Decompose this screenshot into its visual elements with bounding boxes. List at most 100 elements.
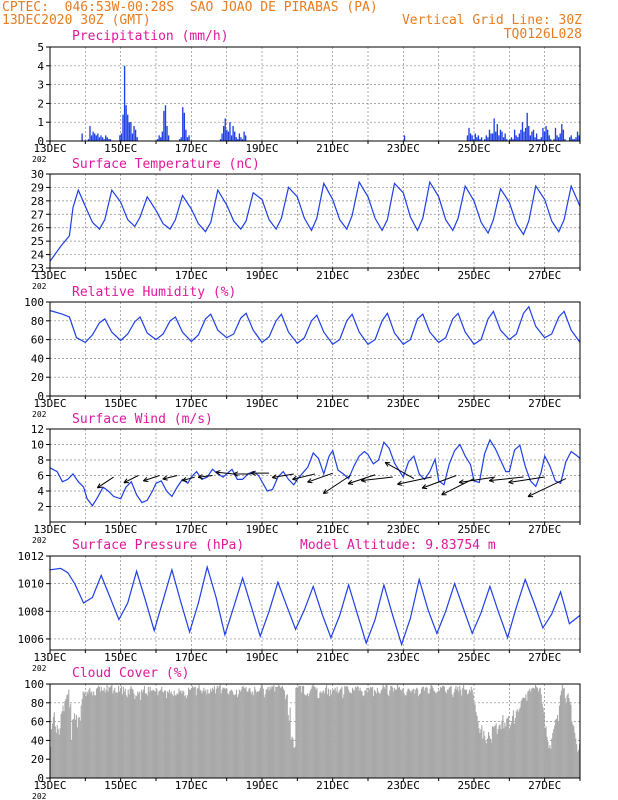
cloud-bar: [179, 691, 181, 778]
cloud-bar: [424, 687, 426, 778]
cloud-bar: [343, 694, 345, 778]
cloud-bar: [83, 693, 85, 778]
cloud-bar: [355, 687, 357, 778]
cloud-bar: [172, 696, 174, 778]
cloud-bar: [130, 685, 132, 778]
cloud-bar: [486, 743, 488, 778]
cloud-bar: [138, 693, 140, 778]
cloud-bar: [291, 736, 293, 778]
cloud-bar: [128, 694, 130, 778]
precip-bar: [539, 139, 541, 141]
cloud-bar: [368, 687, 370, 778]
precip-bar: [529, 135, 532, 141]
grid-line-note: Vertical Grid Line: 30Z: [401, 13, 582, 28]
y-tick-label: 2: [37, 501, 44, 514]
x-tick-label: 25DEC: [457, 523, 490, 536]
precip-bar: [550, 139, 552, 141]
cloud-bar: [273, 684, 275, 778]
cloud-bar: [74, 719, 77, 778]
cloud-bar: [377, 691, 379, 778]
wind-arrow: [292, 473, 316, 481]
wind-arrow-shaft: [292, 473, 316, 480]
cloud-bar: [351, 687, 354, 778]
cloud-bar: [540, 694, 542, 778]
x-tick-label: 27DEC: [528, 142, 561, 155]
cloud-bar: [85, 696, 87, 778]
y-tick-label: 40: [31, 352, 44, 365]
precip-bar: [182, 107, 184, 141]
precip-bar: [471, 135, 473, 141]
x-tick-label: 23DEC: [387, 269, 420, 282]
cloud-bar: [77, 717, 79, 778]
cloud-bar: [459, 685, 461, 778]
cloud-bar: [176, 693, 178, 778]
panel-frame: [49, 683, 581, 779]
cloud-bar: [93, 691, 95, 778]
y-tick-label: 12: [31, 423, 44, 436]
cloud-bar: [569, 701, 571, 778]
precip-bar: [122, 114, 124, 141]
precip-bar: [493, 118, 495, 141]
cloud-bar: [575, 738, 577, 778]
cloud-bar: [464, 689, 466, 778]
x-tick-label: 21DEC: [316, 523, 349, 536]
cloud-bar: [256, 692, 258, 778]
cloud-bar: [255, 689, 257, 778]
cloud-bar: [350, 693, 353, 778]
cloud-bar: [393, 691, 395, 778]
cloud-bar: [385, 684, 387, 778]
wind-arrow-head: [397, 480, 402, 485]
cloud-bar: [480, 729, 482, 778]
x-tick-label: 21DEC: [316, 142, 349, 155]
precip-bar: [557, 137, 560, 141]
x-sublabel: 202: [32, 792, 47, 800]
cloud-bar: [146, 695, 148, 778]
precip-bar: [108, 139, 110, 141]
precip-bar: [163, 110, 165, 141]
cloud-bar: [280, 686, 283, 778]
cloud-bar: [222, 687, 224, 778]
cloud-bar: [511, 715, 514, 778]
cloud-bar: [115, 692, 117, 778]
x-tick-label: 25DEC: [457, 779, 490, 792]
cloud-bar: [82, 691, 84, 778]
cloud-bar: [241, 686, 243, 778]
cloud-bar: [62, 705, 64, 778]
cloud-bar: [437, 691, 439, 778]
cloud-bar: [211, 691, 213, 778]
panel-title: Precipitation (mm/h): [72, 29, 229, 44]
cloud-bar: [467, 693, 469, 778]
cloud-bar: [67, 694, 69, 778]
cloud-bar: [403, 693, 405, 778]
cloud-bar: [392, 687, 394, 778]
cloud-bar: [208, 693, 210, 778]
precip-bar: [235, 137, 237, 141]
precip-bar: [161, 131, 163, 141]
cloud-bar: [460, 689, 462, 778]
cloud-bar: [332, 689, 334, 778]
cloud-bar: [546, 736, 548, 778]
cloud-bar: [428, 693, 430, 778]
cloud-bar: [298, 685, 300, 778]
cloud-bar: [97, 685, 100, 778]
cloud-bar: [391, 685, 393, 778]
cloud-bar: [311, 685, 313, 778]
y-tick-label: 80: [31, 697, 44, 710]
cloud-bar: [207, 689, 209, 778]
cloud-bar: [192, 687, 194, 778]
cloud-bar: [446, 689, 448, 778]
cloud-bar: [536, 687, 538, 778]
wind-arrow-head: [272, 477, 278, 480]
precip-bar: [477, 135, 480, 141]
panel-title: Surface Temperature (nC): [72, 157, 260, 172]
wind-arrow: [96, 476, 114, 489]
cloud-bar: [425, 686, 427, 778]
cloud-bar: [287, 715, 289, 778]
cloud-bar: [340, 688, 342, 778]
wind-arrow: [347, 474, 376, 485]
cloud-bar: [535, 686, 538, 778]
cloud-bar: [531, 688, 533, 778]
x-tick-label: 13DEC: [33, 651, 66, 664]
cloud-bar: [270, 688, 272, 778]
cloud-bar: [206, 694, 208, 778]
